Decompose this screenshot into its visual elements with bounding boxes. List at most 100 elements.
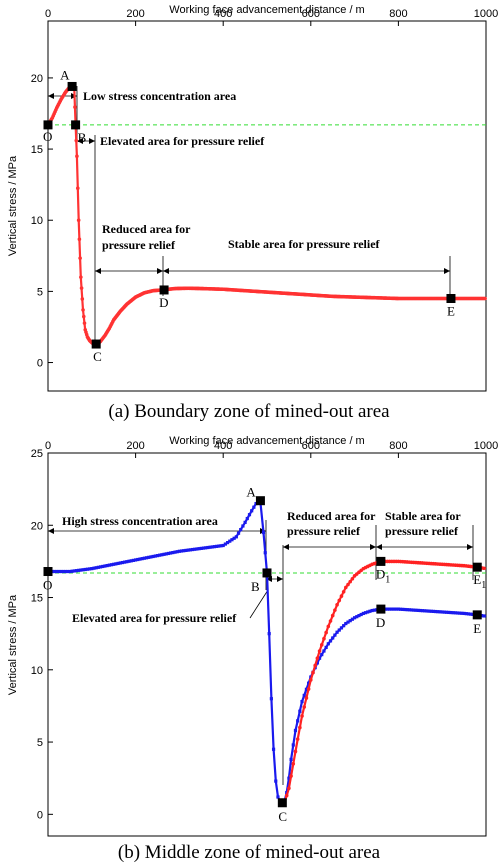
series-marker: [81, 568, 85, 572]
series-marker: [333, 633, 337, 637]
series-marker: [243, 520, 247, 524]
series-marker: [169, 551, 173, 555]
series-marker: [173, 550, 177, 554]
series-marker: [186, 548, 190, 552]
series-marker: [309, 678, 313, 682]
series-marker: [464, 612, 468, 616]
series-marker: [195, 547, 199, 551]
series-marker: [388, 607, 392, 611]
series-marker: [394, 607, 398, 611]
series-marker: [385, 607, 390, 611]
series-marker: [177, 549, 181, 553]
series-marker: [322, 636, 326, 641]
key-point-marker: [472, 610, 482, 620]
series-marker: [68, 569, 72, 574]
series-marker: [105, 563, 109, 568]
series-marker: [63, 569, 68, 574]
series-marker: [66, 569, 70, 574]
series-marker: [368, 609, 372, 613]
series-marker: [366, 610, 370, 614]
series-marker: [330, 613, 335, 618]
series-marker: [190, 547, 195, 552]
series-marker: [431, 609, 436, 614]
series-marker: [324, 645, 328, 649]
series-marker: [140, 557, 144, 561]
series-marker: [80, 297, 85, 301]
series-marker: [276, 795, 280, 799]
series-marker: [201, 546, 206, 550]
series-marker: [453, 611, 457, 615]
key-point-label: D: [159, 295, 168, 310]
panel-a-y-axis-label: Vertical stress / MPa: [7, 155, 19, 256]
series-marker: [151, 554, 155, 559]
arrowhead: [95, 268, 101, 274]
series-marker: [131, 558, 136, 562]
series-marker: [92, 566, 96, 570]
series-marker: [112, 562, 116, 566]
series-marker: [232, 536, 236, 540]
series-marker: [326, 624, 331, 629]
series-marker: [116, 561, 120, 566]
series-marker: [171, 550, 175, 555]
series-marker: [57, 569, 61, 574]
series-marker: [74, 138, 79, 143]
key-point-label: E1: [473, 572, 486, 591]
series-marker: [85, 567, 90, 571]
key-point-marker: [255, 496, 265, 506]
y-tick-label: 20: [31, 520, 43, 532]
arrowhead: [89, 138, 95, 144]
x-tick-label: 400: [214, 440, 232, 452]
series-marker: [210, 545, 214, 549]
series-marker: [82, 321, 87, 325]
series-marker: [483, 296, 487, 301]
series-marker: [78, 256, 82, 260]
series-marker: [136, 557, 140, 562]
series-marker: [416, 608, 420, 612]
panel-a-caption: (a) Boundary zone of mined-out area: [108, 401, 390, 422]
series-marker: [302, 693, 306, 698]
annotation-reduced-line1: Reduced area for: [287, 509, 376, 523]
series-marker: [346, 620, 350, 624]
series-marker: [160, 553, 164, 557]
series-marker: [390, 607, 394, 611]
series-marker: [114, 562, 118, 566]
arrowhead: [48, 93, 54, 99]
series-marker: [342, 624, 346, 628]
series-marker: [96, 565, 100, 569]
series-marker: [199, 546, 203, 550]
series-marker: [75, 186, 80, 191]
series-marker: [295, 737, 300, 741]
series-marker: [52, 569, 57, 574]
series-marker: [346, 582, 350, 587]
series-marker: [77, 568, 81, 572]
x-tick-label: 1000: [474, 8, 498, 20]
series-marker: [289, 757, 293, 761]
y-tick-label: 15: [31, 593, 43, 605]
series-marker: [247, 513, 252, 517]
x-tick-label: 0: [45, 440, 51, 452]
key-point-marker: [159, 285, 169, 295]
series-marker: [306, 687, 311, 691]
series-marker: [90, 567, 94, 571]
series-marker: [123, 560, 127, 564]
series-marker: [350, 576, 355, 581]
series-marker: [125, 560, 129, 564]
panel-b-y-ticks: 0 5 10 15 20 25: [31, 448, 53, 821]
series-marker: [403, 607, 407, 612]
series-marker: [401, 607, 405, 611]
series-marker: [94, 566, 98, 570]
series-marker: [79, 568, 83, 572]
series-marker: [73, 105, 77, 109]
arrowhead: [48, 528, 54, 534]
series-marker: [458, 611, 462, 615]
series-marker: [326, 642, 330, 646]
series-marker: [423, 609, 427, 613]
annotation-reduced-line2: pressure relief: [287, 524, 361, 538]
series-marker: [460, 611, 464, 615]
annotation-stable-line1: Stable area for: [385, 509, 461, 523]
series-marker: [370, 608, 374, 613]
series-marker: [98, 565, 103, 569]
series-marker: [451, 611, 455, 615]
series-marker: [245, 516, 249, 521]
